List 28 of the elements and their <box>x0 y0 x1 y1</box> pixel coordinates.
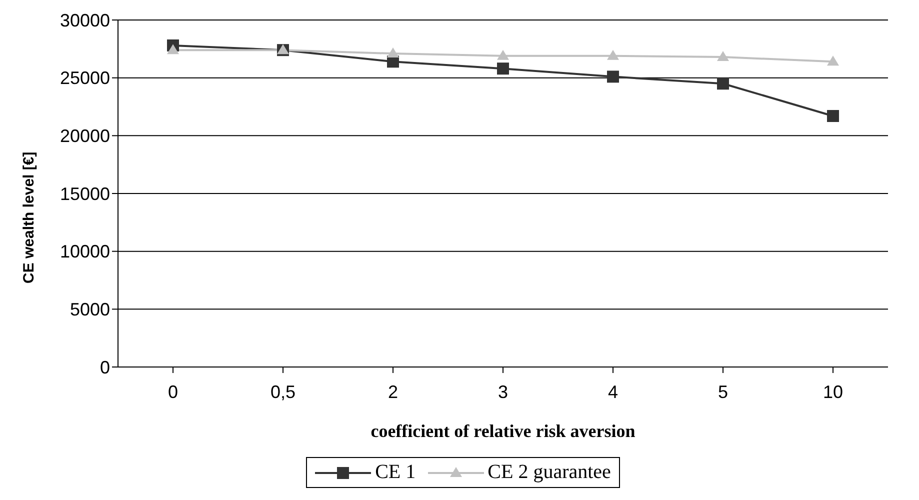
y-tick-label: 25000 <box>60 68 110 88</box>
x-tick-label: 0 <box>168 382 178 402</box>
y-tick-label: 5000 <box>70 300 110 320</box>
x-tick-label: 3 <box>498 382 508 402</box>
legend-label: CE 2 guarantee <box>486 461 611 484</box>
x-tick-label: 2 <box>388 382 398 402</box>
y-tick-label: 10000 <box>60 242 110 262</box>
point <box>497 50 509 60</box>
y-tick-label: 30000 <box>60 10 110 30</box>
x-tick-label: 10 <box>822 382 844 402</box>
point <box>827 110 839 122</box>
point <box>607 50 619 60</box>
y-tick-label: 0 <box>100 357 110 378</box>
x-axis-title: coefficient of relative risk aversion <box>370 421 636 441</box>
point <box>827 56 839 66</box>
point <box>607 70 619 83</box>
point <box>497 62 509 75</box>
x-tick-label: 0,5 <box>270 382 296 402</box>
point <box>387 48 399 58</box>
x-tick-label: 5 <box>718 382 728 402</box>
x-tick-label: 4 <box>608 382 618 402</box>
legend-label: CE 1 <box>374 461 416 484</box>
y-tick-label: 20000 <box>60 126 110 146</box>
point <box>167 44 179 54</box>
y-tick-label: 15000 <box>60 184 110 204</box>
y-axis-title: CE wealth level [€] <box>20 152 38 284</box>
point <box>717 78 729 90</box>
point <box>717 51 729 62</box>
